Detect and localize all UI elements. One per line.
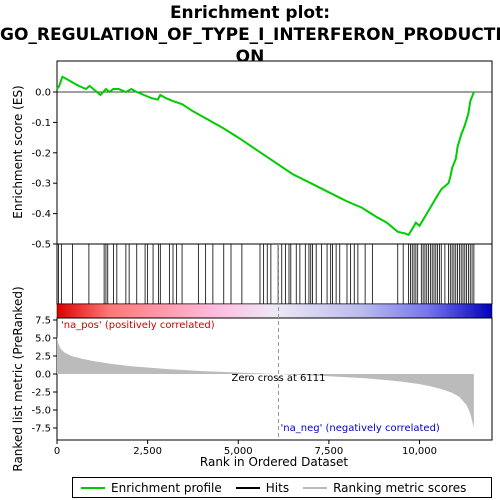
x-tick-label: 7,500: [315, 446, 344, 457]
es-profile-line: [56, 75, 475, 237]
x-tick-label: 5,000: [224, 446, 253, 457]
es-y-tick-label: -0.5: [31, 240, 51, 251]
rank-x-axis: 0 2,500 5,000 7,500 10,000: [54, 440, 437, 457]
neg-correlated-label: 'na_neg' (negatively correlated): [281, 423, 440, 434]
title-line-1: Enrichment plot:: [169, 3, 331, 23]
title-line-2: GO_REGULATION_OF_TYPE_I_INTERFERON_PRODU…: [0, 25, 500, 45]
es-panel: 0.0 -0.1 -0.2 -0.3 -0.4 -0.5 Enrichment score…: [11, 60, 493, 251]
legend-ranking-swatch: [303, 486, 328, 489]
es-y-tick-label: -0.1: [31, 118, 51, 129]
legend: Enrichment profile Hits Ranking metric s…: [72, 477, 492, 498]
es-y-tick-label: 0.0: [35, 88, 51, 99]
rank-y-tick-label: -2.5: [31, 388, 51, 399]
legend-enrichment-swatch: [81, 486, 105, 489]
es-y-tick-label: -0.4: [31, 209, 51, 220]
pos-correlated-label: 'na_pos' (positively correlated): [61, 320, 215, 331]
rank-y-tick-label: 5.0: [35, 334, 51, 345]
zero-cross-label: Zero cross at 6111: [232, 373, 326, 384]
hit-lines: [58, 244, 475, 304]
legend-item-ranking: Ranking metric scores: [303, 481, 466, 495]
hits-panel: [56, 243, 493, 305]
rank-y-tick-label: -7.5: [31, 424, 51, 435]
rank-y-axis-label: Ranked list metric (PreRanked): [11, 286, 25, 471]
legend-hits-swatch: [235, 486, 260, 489]
color-bar-rect: [56, 303, 493, 319]
x-axis-label: Rank in Ordered Dataset: [200, 455, 348, 469]
rank-panel: 7.5 5.0 2.5 0.0 -2.5 -5.0 -7.5 0 2,500 5,000 7,50…: [11, 244, 493, 472]
es-y-tick-label: -0.2: [31, 148, 51, 159]
x-tick-label: 2,500: [133, 446, 162, 457]
rank-color-bar: [56, 303, 493, 319]
es-plot-frame: [56, 60, 493, 245]
rank-y-tick-label: 0.0: [35, 370, 51, 381]
rank-y-tick-label: -5.0: [31, 406, 51, 417]
x-tick-label: 0: [54, 446, 60, 457]
rank-y-axis: 7.5 5.0 2.5 0.0 -2.5 -5.0 -7.5: [31, 316, 57, 435]
es-y-axis-label: Enrichment score (ES): [11, 85, 25, 218]
rank-y-tick-label: 2.5: [35, 352, 51, 363]
es-y-tick-label: -0.3: [31, 179, 51, 190]
legend-ranking-label: Ranking metric scores: [333, 480, 467, 495]
legend-enrichment-label: Enrichment profile: [111, 480, 222, 495]
es-y-axis: 0.0 -0.1 -0.2 -0.3 -0.4 -0.5: [31, 88, 57, 251]
rank-y-tick-label: 7.5: [35, 316, 51, 327]
x-tick-label: 10,000: [402, 446, 437, 457]
legend-item-hits: Hits: [235, 480, 290, 495]
legend-item-enrichment: Enrichment profile: [81, 481, 222, 495]
legend-hits-label: Hits: [265, 480, 290, 495]
